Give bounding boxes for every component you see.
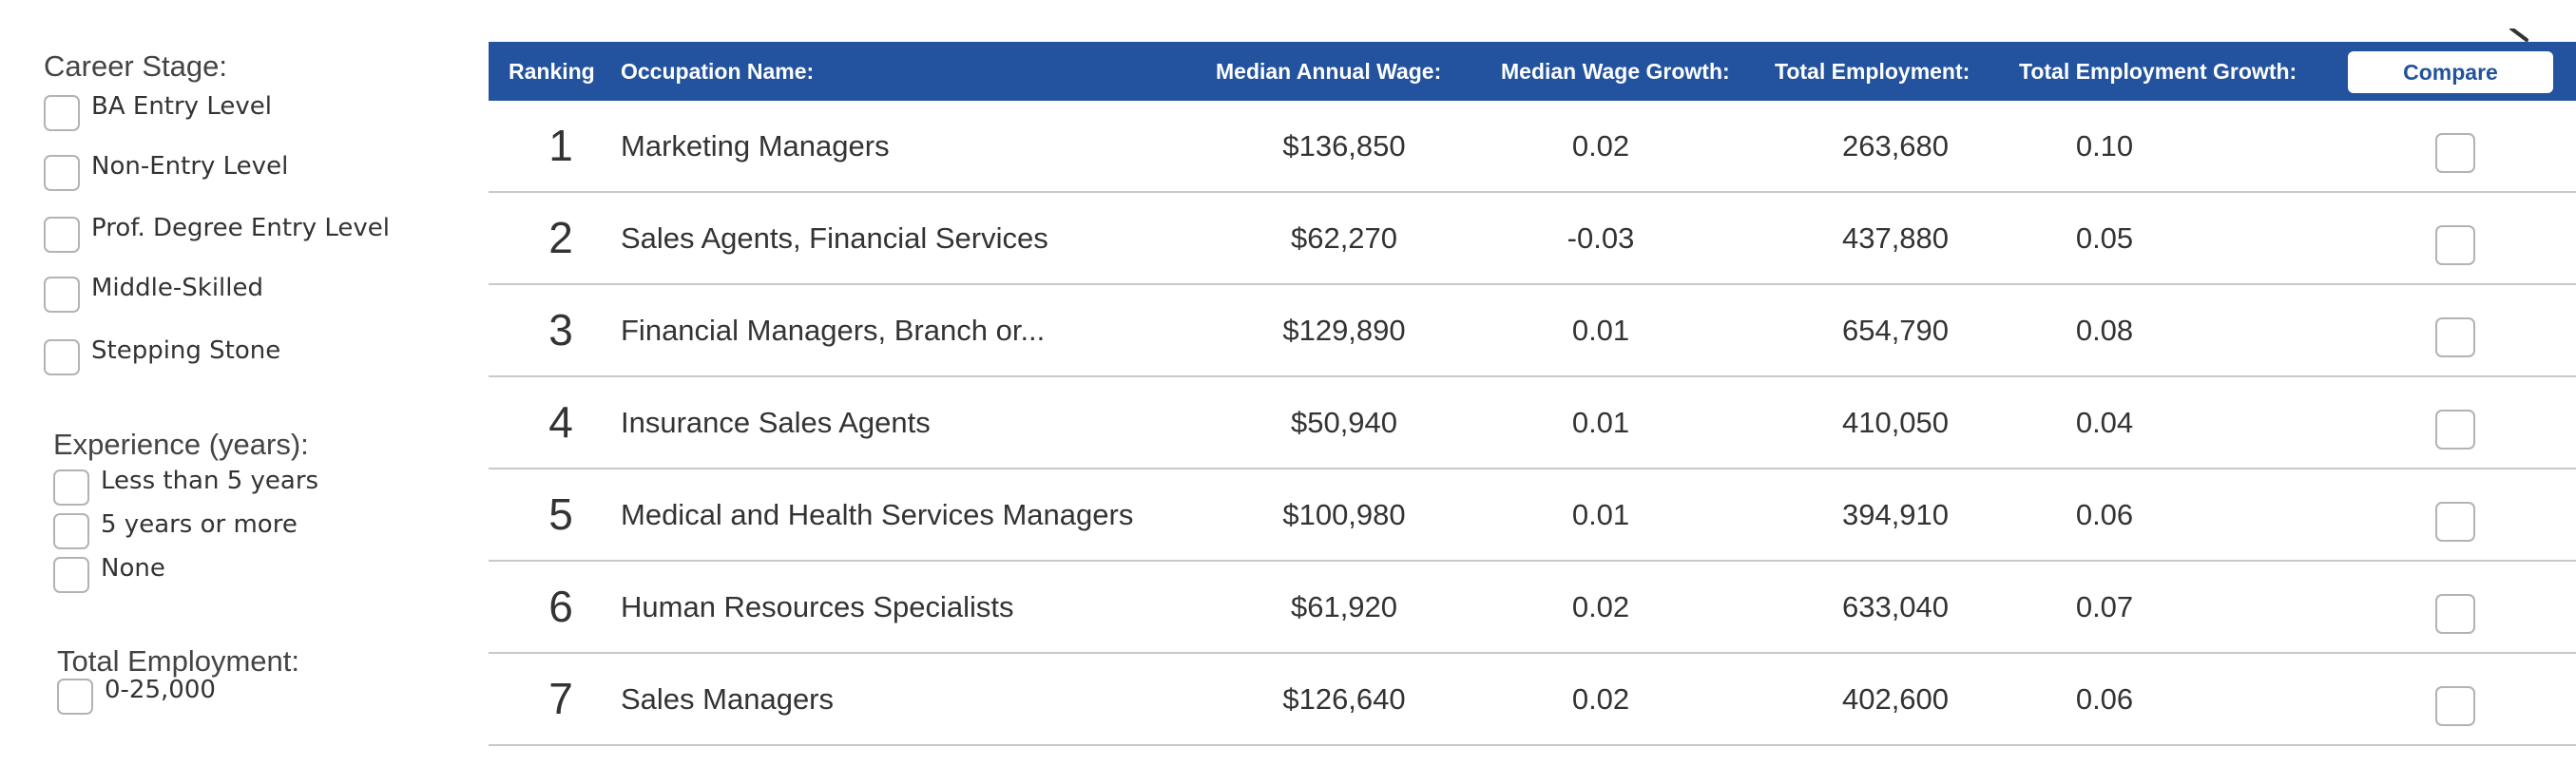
table-row[interactable]: 5 Medical and Health Services Managers $…	[489, 469, 2576, 562]
filter-option-5-years-or-more[interactable]: 5 years or more	[53, 510, 298, 549]
occupation-name-link[interactable]: Medical and Health Services Managers	[621, 498, 1134, 531]
table-row[interactable]: 4 Insurance Sales Agents $50,940 0.01 41…	[489, 377, 2576, 469]
wage-growth-cell: 0.02	[1571, 590, 1630, 623]
filter-option-label: Prof. Degree Entry Level	[91, 214, 391, 242]
occupation-name-link[interactable]: Insurance Sales Agents	[621, 406, 931, 439]
compare-checkbox[interactable]	[2435, 594, 2475, 634]
column-header-total-employment[interactable]: Total Employment:	[1775, 59, 1970, 84]
total-employment-cell: 263,680	[1841, 129, 1950, 163]
employment-growth-cell: 0.06	[2075, 682, 2134, 716]
filter-option-less-than-5-years[interactable]: Less than 5 years	[53, 467, 319, 506]
table-header: Ranking Occupation Name: Median Annual W…	[489, 42, 2576, 101]
wage-growth-cell: 0.02	[1571, 682, 1630, 716]
rank-cell: 7	[548, 674, 573, 723]
table-row[interactable]: 7 Sales Managers $126,640 0.02 402,600 0…	[489, 654, 2576, 746]
total-employment-cell: 394,910	[1841, 498, 1950, 531]
search-icon[interactable]	[2500, 29, 2538, 51]
compare-button[interactable]: Compare	[2348, 51, 2553, 93]
compare-checkbox[interactable]	[2435, 133, 2475, 173]
checkbox[interactable]	[44, 339, 80, 375]
employment-growth-cell: 0.04	[2075, 406, 2134, 439]
filter-option-label: 5 years or more	[101, 510, 298, 539]
total-employment-cell: 410,050	[1841, 406, 1950, 439]
wage-growth-cell: 0.01	[1571, 314, 1630, 347]
checkbox[interactable]	[57, 679, 93, 715]
rank-cell: 2	[548, 213, 573, 262]
occupation-table: Ranking Occupation Name: Median Annual W…	[489, 29, 2576, 746]
rank-cell: 1	[548, 121, 573, 170]
wage-growth-cell: -0.03	[1567, 221, 1635, 255]
filter-option-label: Middle-Skilled	[91, 274, 263, 302]
column-header-median-wage[interactable]: Median Annual Wage:	[1216, 59, 1442, 84]
employment-growth-cell: 0.08	[2075, 314, 2134, 347]
table-row[interactable]: 6 Human Resources Specialists $61,920 0.…	[489, 562, 2576, 654]
checkbox[interactable]	[44, 277, 80, 313]
compare-checkbox[interactable]	[2435, 686, 2475, 726]
employment-growth-cell: 0.06	[2075, 498, 2134, 531]
checkbox[interactable]	[44, 95, 80, 131]
employment-growth-cell: 0.07	[2075, 590, 2134, 623]
occupation-name-link[interactable]: Financial Managers, Branch or...	[621, 314, 1046, 347]
column-header-occupation[interactable]: Occupation Name:	[621, 59, 815, 84]
wage-growth-cell: 0.02	[1571, 129, 1630, 163]
column-header-ranking[interactable]: Ranking	[509, 59, 595, 84]
median-wage-cell: $50,940	[1290, 406, 1398, 439]
filter-option-label: None	[101, 554, 165, 583]
median-wage-cell: $61,920	[1290, 590, 1398, 623]
filter-sidebar: Career Stage: BA Entry Level Non-Entry L…	[0, 0, 456, 766]
checkbox[interactable]	[44, 217, 80, 253]
wage-growth-cell: 0.01	[1571, 498, 1630, 531]
total-employment-cell: 437,880	[1841, 221, 1950, 255]
column-header-total-employment-growth[interactable]: Total Employment Growth:	[2019, 59, 2297, 84]
filter-option-label: Stepping Stone	[91, 336, 281, 365]
checkbox[interactable]	[44, 155, 80, 191]
filter-option-non-entry-level[interactable]: Non-Entry Level	[44, 152, 289, 191]
table-row[interactable]: 2 Sales Agents, Financial Services $62,2…	[489, 193, 2576, 285]
filter-option-none[interactable]: None	[53, 554, 165, 593]
table-body: 1 Marketing Managers $136,850 0.02 263,6…	[489, 101, 2576, 746]
filter-option-stepping-stone[interactable]: Stepping Stone	[44, 336, 281, 375]
rank-cell: 6	[548, 582, 573, 631]
filter-option-label: Less than 5 years	[101, 467, 319, 495]
occupation-name-link[interactable]: Sales Agents, Financial Services	[621, 221, 1048, 255]
filter-option-ba-entry-level[interactable]: BA Entry Level	[44, 92, 272, 131]
total-employment-cell: 402,600	[1841, 682, 1950, 716]
total-employment-cell: 654,790	[1841, 314, 1950, 347]
compare-checkbox[interactable]	[2435, 225, 2475, 265]
checkbox[interactable]	[53, 513, 89, 549]
median-wage-cell: $129,890	[1282, 314, 1406, 347]
table-row[interactable]: 1 Marketing Managers $136,850 0.02 263,6…	[489, 101, 2576, 193]
filter-option-prof-degree-entry-level[interactable]: Prof. Degree Entry Level	[44, 214, 391, 253]
rank-cell: 4	[548, 397, 573, 447]
median-wage-cell: $126,640	[1282, 682, 1406, 716]
filter-option-label: BA Entry Level	[91, 92, 272, 121]
column-header-median-wage-growth[interactable]: Median Wage Growth:	[1501, 59, 1730, 84]
total-employment-heading: Total Employment:	[57, 644, 299, 678]
filter-option-0-25000[interactable]: 0-25,000	[57, 676, 216, 715]
employment-growth-cell: 0.10	[2075, 129, 2134, 163]
compare-checkbox[interactable]	[2435, 317, 2475, 357]
compare-checkbox[interactable]	[2435, 502, 2475, 542]
total-employment-cell: 633,040	[1841, 590, 1950, 623]
rank-cell: 3	[548, 305, 573, 354]
table-row[interactable]: 3 Financial Managers, Branch or... $129,…	[489, 285, 2576, 377]
rank-cell: 5	[548, 489, 573, 539]
filter-option-label: Non-Entry Level	[91, 152, 289, 181]
compare-checkbox[interactable]	[2435, 410, 2475, 450]
occupation-name-link[interactable]: Marketing Managers	[621, 129, 890, 163]
median-wage-cell: $100,980	[1282, 498, 1406, 531]
employment-growth-cell: 0.05	[2075, 221, 2134, 255]
experience-heading: Experience (years):	[53, 428, 309, 461]
wage-growth-cell: 0.01	[1571, 406, 1630, 439]
median-wage-cell: $62,270	[1290, 221, 1398, 255]
career-stage-heading: Career Stage:	[44, 49, 227, 83]
occupation-name-link[interactable]: Sales Managers	[621, 682, 835, 716]
median-wage-cell: $136,850	[1282, 129, 1406, 163]
checkbox[interactable]	[53, 469, 89, 506]
filter-option-label: 0-25,000	[105, 676, 216, 704]
checkbox[interactable]	[53, 557, 89, 593]
occupation-name-link[interactable]: Human Resources Specialists	[621, 590, 1014, 623]
filter-option-middle-skilled[interactable]: Middle-Skilled	[44, 274, 263, 313]
